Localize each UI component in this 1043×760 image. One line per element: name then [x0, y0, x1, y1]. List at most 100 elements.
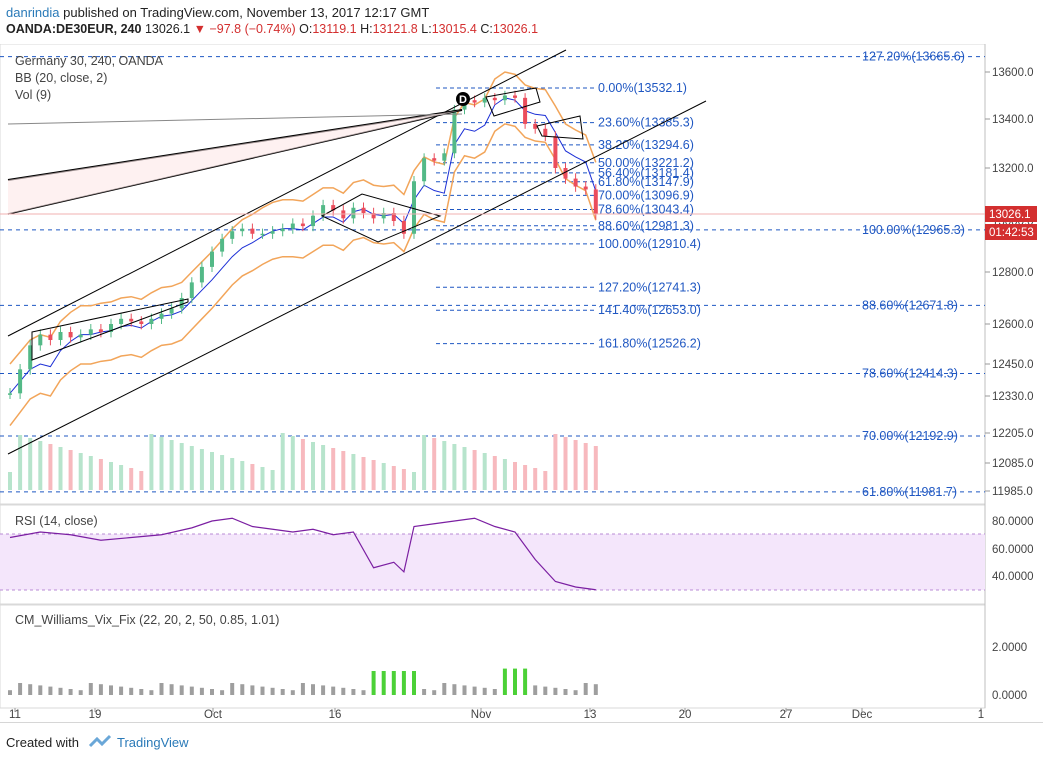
candle-body[interactable]	[8, 393, 12, 395]
candle-body[interactable]	[381, 213, 386, 219]
vix-bar	[18, 683, 23, 695]
candle-body[interactable]	[210, 251, 214, 267]
vix-bar	[88, 683, 93, 695]
fib-extension-label: 61.80%(11981.7)	[862, 485, 957, 499]
candle-body[interactable]	[230, 231, 235, 239]
open-value: 13119.1	[312, 22, 357, 36]
volume-bar	[563, 437, 568, 490]
fib-label: 141.40%(12653.0)	[598, 303, 701, 317]
candle-body[interactable]	[240, 228, 245, 232]
vix-bar	[391, 671, 396, 695]
candle-body[interactable]	[482, 97, 487, 103]
candle-body[interactable]	[412, 181, 416, 234]
candle-body[interactable]	[149, 318, 154, 324]
vix-bar	[78, 690, 83, 695]
candle-body[interactable]	[452, 109, 457, 154]
candle-body[interactable]	[472, 100, 477, 103]
volume-bar	[462, 447, 467, 490]
candle-body[interactable]	[523, 97, 528, 124]
top-flag[interactable]	[485, 87, 541, 117]
author-link[interactable]: danrindia	[6, 5, 60, 20]
candle-body[interactable]	[159, 313, 164, 319]
candle-body[interactable]	[401, 221, 406, 234]
fib-label: 23.60%(13385.3)	[598, 116, 694, 130]
candle-body[interactable]	[391, 213, 396, 221]
candle-body[interactable]	[98, 329, 103, 332]
vix-bar	[533, 685, 538, 695]
candle-body[interactable]	[260, 233, 265, 236]
candle-body[interactable]	[88, 329, 93, 335]
time-axis-label: Nov	[471, 709, 492, 721]
candle-body[interactable]	[351, 207, 356, 219]
chart-canvas[interactable]: 0.00%(13532.1) 23.60%(13385.3) 38.20%(1329…	[0, 44, 1043, 722]
candle-body[interactable]	[593, 189, 598, 215]
candle-body[interactable]	[169, 308, 174, 314]
candle-body[interactable]	[189, 282, 194, 298]
vix-bar	[341, 687, 346, 695]
rsi-band	[0, 534, 985, 590]
vix-bar	[189, 686, 194, 695]
candle-body[interactable]	[129, 318, 134, 322]
candle-body[interactable]	[573, 178, 578, 187]
candle-body[interactable]	[543, 128, 548, 137]
candle-body[interactable]	[563, 168, 568, 179]
low-label: L:	[421, 22, 432, 36]
vix-bar	[492, 689, 497, 695]
vix-bar	[210, 689, 214, 695]
channel-lower-line[interactable]	[7, 100, 707, 455]
candle-body[interactable]	[432, 158, 437, 161]
vix-bar	[129, 687, 134, 695]
candle-body[interactable]	[422, 158, 427, 182]
candle-body[interactable]	[371, 213, 376, 219]
candle-body[interactable]	[38, 334, 43, 346]
candle-body[interactable]	[502, 95, 507, 101]
candle-body[interactable]	[583, 186, 588, 190]
candle-body[interactable]	[109, 324, 113, 332]
fib-label: 50.00%(13221.2)	[598, 156, 694, 170]
pattern-point-d-marker[interactable]	[456, 92, 470, 106]
candle-body[interactable]	[119, 318, 124, 324]
candle-body[interactable]	[199, 266, 204, 283]
fib-extension-label: 100.00%(12965.3)	[862, 223, 965, 237]
volume-bar	[543, 471, 548, 490]
candle-body[interactable]	[300, 223, 305, 227]
volume-bar	[341, 451, 346, 490]
volume-bar	[159, 437, 164, 490]
channel-upper-line[interactable]	[7, 49, 567, 337]
candle-body[interactable]	[270, 231, 275, 234]
trendline-gray[interactable]	[7, 113, 463, 125]
candle-body[interactable]	[290, 223, 295, 229]
candle-body[interactable]	[68, 332, 73, 338]
candle-body[interactable]	[442, 153, 447, 161]
candle-body[interactable]	[553, 136, 558, 168]
candle-body[interactable]	[513, 95, 517, 98]
candle-body[interactable]	[48, 334, 53, 340]
candle-body[interactable]	[492, 97, 497, 101]
candle-body[interactable]	[28, 345, 33, 370]
candle-body[interactable]	[533, 123, 538, 129]
vix-pane[interactable]	[0, 604, 986, 709]
vix-bar	[482, 687, 487, 695]
drop-flag[interactable]	[536, 115, 584, 140]
tradingview-link[interactable]: TradingView	[117, 735, 189, 750]
candle-body[interactable]	[321, 205, 326, 216]
candle-body[interactable]	[280, 228, 285, 232]
vix-axis-label: 2.0000	[992, 642, 1027, 654]
candle-body[interactable]	[18, 369, 23, 394]
vix-bar	[28, 684, 33, 695]
candle-body[interactable]	[331, 205, 336, 211]
candle-body[interactable]	[220, 238, 225, 252]
candle-body[interactable]	[361, 207, 366, 214]
volume-bar	[452, 444, 457, 490]
candle-body[interactable]	[139, 321, 144, 324]
time-axis-label: 11	[9, 709, 21, 721]
candle-body[interactable]	[179, 298, 184, 309]
candle-body[interactable]	[78, 334, 83, 338]
volume-bar	[583, 443, 588, 490]
candle-body[interactable]	[311, 215, 315, 227]
candle-body[interactable]	[58, 332, 63, 340]
candle-body[interactable]	[250, 228, 255, 234]
flag-triangle[interactable]	[31, 298, 189, 361]
diamond-pattern[interactable]	[320, 193, 442, 243]
volume-bar	[189, 446, 194, 490]
